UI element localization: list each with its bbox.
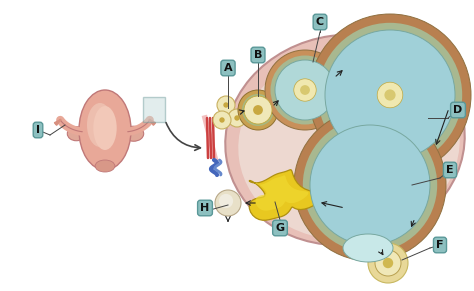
Circle shape (383, 258, 393, 268)
Circle shape (310, 125, 430, 245)
Ellipse shape (87, 103, 113, 147)
Circle shape (217, 96, 235, 114)
Text: A: A (224, 63, 232, 73)
Circle shape (300, 85, 310, 95)
Polygon shape (255, 175, 309, 211)
Circle shape (318, 23, 462, 167)
Circle shape (375, 250, 401, 276)
Circle shape (219, 117, 225, 123)
Circle shape (368, 243, 408, 283)
Circle shape (215, 190, 241, 216)
Text: C: C (316, 17, 324, 27)
Circle shape (275, 60, 335, 120)
Ellipse shape (343, 234, 393, 262)
Circle shape (244, 96, 272, 124)
Circle shape (213, 111, 231, 129)
Circle shape (384, 89, 396, 101)
FancyBboxPatch shape (143, 97, 165, 122)
Circle shape (219, 194, 233, 208)
Text: G: G (275, 223, 284, 233)
Circle shape (265, 50, 345, 130)
Polygon shape (249, 170, 325, 220)
Text: B: B (254, 50, 262, 60)
Circle shape (294, 109, 446, 261)
Circle shape (223, 102, 228, 108)
Ellipse shape (95, 160, 115, 172)
Text: H: H (201, 203, 210, 213)
Circle shape (377, 82, 403, 108)
Circle shape (294, 79, 316, 101)
Text: F: F (436, 240, 444, 250)
Text: I: I (36, 125, 40, 135)
Ellipse shape (124, 126, 144, 141)
Ellipse shape (238, 48, 460, 240)
Circle shape (228, 109, 246, 127)
Ellipse shape (79, 90, 131, 170)
Circle shape (325, 30, 455, 160)
Circle shape (253, 105, 263, 115)
Ellipse shape (67, 127, 85, 141)
Circle shape (309, 14, 471, 176)
Circle shape (271, 56, 339, 125)
Circle shape (242, 94, 274, 126)
Ellipse shape (93, 106, 117, 150)
Circle shape (238, 90, 278, 130)
Circle shape (234, 115, 240, 121)
Circle shape (303, 118, 437, 252)
Text: D: D (453, 105, 463, 115)
Text: E: E (446, 165, 454, 175)
Ellipse shape (225, 35, 465, 245)
